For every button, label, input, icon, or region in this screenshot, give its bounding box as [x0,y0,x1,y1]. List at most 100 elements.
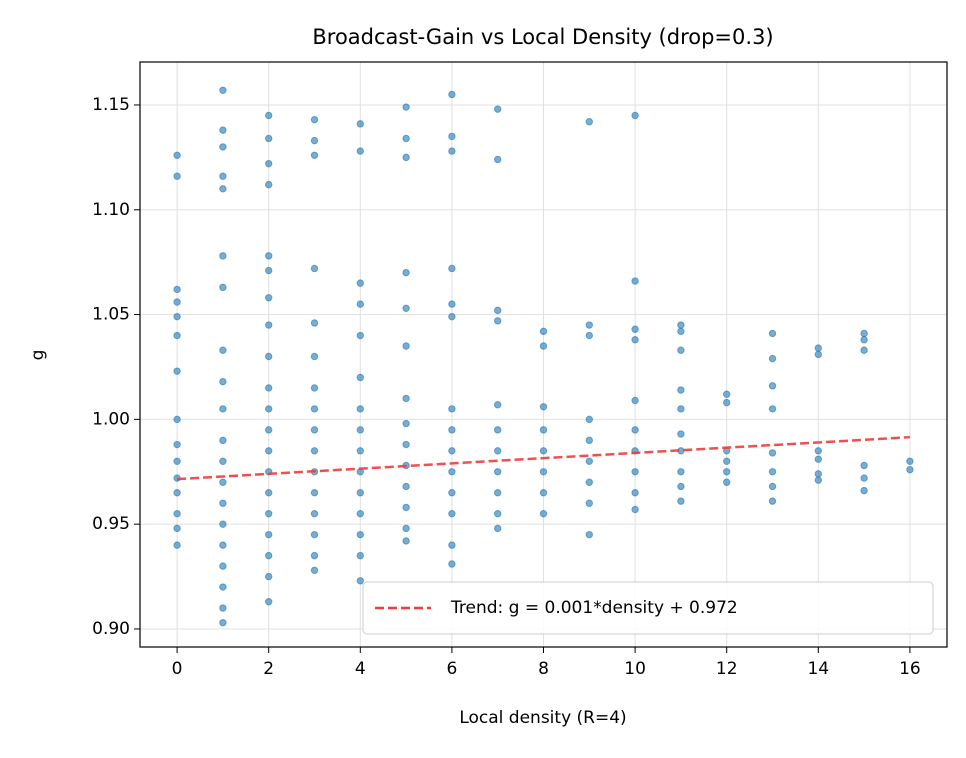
point [814,455,823,463]
point [723,390,731,398]
point [631,336,639,344]
point [264,159,273,168]
point [860,474,868,482]
point [723,478,731,486]
point [219,618,227,627]
point [402,440,410,449]
point [539,509,548,518]
point [631,505,639,514]
point [219,252,227,260]
point [173,509,181,518]
point [539,403,548,411]
point [631,489,639,497]
point [219,405,227,413]
point [585,478,594,486]
point [677,430,685,438]
point [173,298,181,306]
point [219,604,227,612]
legend-box [362,581,934,635]
point [539,447,548,455]
point [631,277,639,285]
point [310,489,319,497]
point [310,509,319,518]
point [310,551,319,560]
point [860,336,868,344]
point [448,509,456,518]
y-axis-label: g [28,350,48,361]
point [493,489,502,497]
point [219,346,227,354]
x-axis-label: Local density (R=4) [459,708,626,728]
point [585,436,594,445]
point [219,583,227,591]
point [448,541,456,549]
point [814,470,823,478]
point [493,105,502,113]
point [310,426,319,434]
point [493,400,502,409]
point [356,530,364,539]
point [585,321,594,329]
point [264,352,273,361]
point [677,497,685,505]
point [493,524,502,533]
point [219,457,227,465]
point [448,264,456,273]
point [768,329,777,338]
point [356,509,364,518]
point [493,509,502,518]
point [264,180,273,189]
point [402,503,410,512]
point [493,317,502,325]
point [448,447,456,455]
point [356,551,364,560]
point [631,468,639,476]
point [264,321,273,329]
plot-frame [139,61,948,648]
point [677,468,685,476]
point [402,103,410,111]
point [493,306,502,315]
point [402,304,410,312]
point [585,415,594,424]
y-tick-label: 1.05 [92,305,130,325]
y-tick-label: 0.95 [92,514,130,534]
point [631,111,639,120]
point [173,457,181,465]
point [310,115,319,124]
point [219,143,227,151]
point [768,405,777,413]
point [173,312,181,321]
point [402,268,410,277]
point [768,468,777,476]
point [448,312,456,321]
point [219,478,227,486]
point [264,509,273,518]
point [219,520,227,528]
point [860,461,868,470]
point [402,524,410,533]
point [356,405,364,413]
point [768,382,777,390]
point [814,447,823,455]
point [264,294,273,302]
point [264,572,273,581]
point [356,373,364,382]
point [402,394,410,403]
point [219,562,227,570]
point [310,319,319,327]
x-tick-label: 16 [899,659,921,679]
point [539,426,548,434]
point [402,153,410,162]
x-tick-label: 14 [807,659,829,679]
point [264,551,273,560]
point [814,350,823,359]
trend-line [177,435,910,481]
chart-title: Broadcast-Gain vs Local Density (drop=0.… [312,25,773,49]
point [264,530,273,539]
point [768,449,777,457]
point [677,346,685,354]
point [814,344,823,352]
point [677,321,685,329]
x-tick-label: 4 [355,659,366,679]
